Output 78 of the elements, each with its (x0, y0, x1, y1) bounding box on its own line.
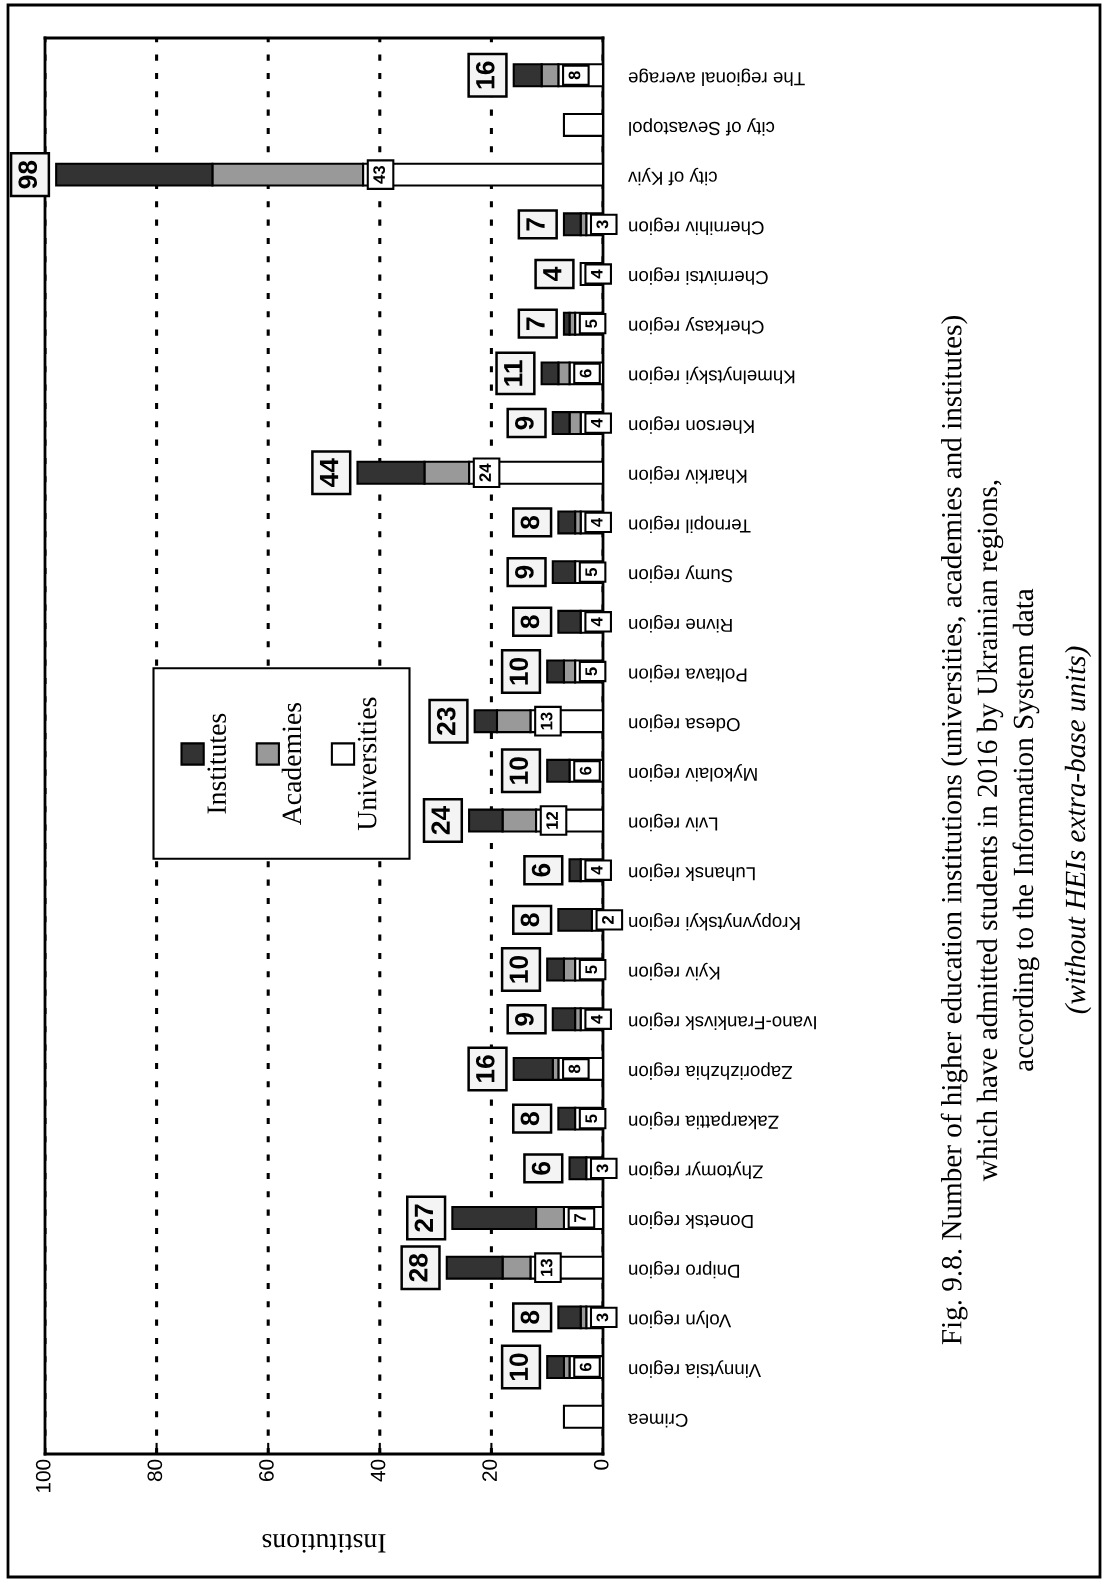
total-label: 9 (514, 416, 534, 430)
y-tick-label: Volyn region (629, 1310, 732, 1329)
total-label: 6 (531, 863, 551, 877)
x-tick-label: 60 (259, 1459, 274, 1481)
y-tick-label: Chernihiv region (629, 217, 764, 235)
total-label: 98 (18, 160, 38, 189)
data-label: 8 (568, 71, 581, 80)
y-tick-label: Crimea (628, 1413, 688, 1428)
x-tick-label: 100 (35, 1459, 51, 1493)
total-label: 16 (475, 1055, 495, 1082)
data-label: 13 (540, 1259, 553, 1276)
y-tick-label: Lviv region (629, 813, 718, 832)
legend-label: Universities (357, 697, 377, 831)
total-label: 44 (319, 458, 339, 488)
total-label: 10 (509, 1353, 529, 1381)
y-tick-label: Zakarpattia region (629, 1111, 779, 1130)
y-tick-label: Sumy region (629, 565, 733, 583)
total-label: 23 (436, 707, 456, 735)
y-tick-label: Kyiv region (629, 962, 720, 981)
y-tick-label: Luhansk region (629, 863, 755, 881)
total-label: 4 (543, 266, 562, 281)
total-label: 24 (431, 805, 450, 835)
y-tick-label: Ternopil region (629, 515, 751, 534)
total-label: 9 (514, 565, 534, 579)
y-tick-label: Zhytomyr region (629, 1161, 763, 1179)
y-tick-label: Ivano-Frankivsk region (629, 1012, 816, 1030)
total-label: 11 (504, 360, 523, 386)
total-label: 27 (414, 1204, 433, 1232)
total-label: 6 (531, 1161, 551, 1175)
y-tick-label: Odesa region (629, 714, 740, 732)
total-label: 10 (509, 657, 529, 685)
x-tick-label: 40 (370, 1459, 386, 1482)
y-tick-label: Rivne region (629, 615, 732, 633)
data-label: 2 (602, 915, 614, 924)
y-tick-label: Zaporizhzhia region (629, 1062, 793, 1080)
total-label: 10 (509, 757, 529, 784)
x-tick-label: 0 (593, 1459, 609, 1470)
data-label: 8 (568, 1064, 581, 1074)
data-label: 6 (579, 369, 592, 378)
y-tick-label: Kharkiv region (629, 465, 747, 484)
total-label: 10 (509, 955, 529, 983)
total-label: 16 (475, 61, 495, 89)
text: (without HEIs extra-base units) (1064, 646, 1092, 1014)
y-tick-label: Cherkasy region (629, 316, 764, 335)
legend-label: Academies (281, 702, 302, 826)
data-label: 6 (579, 1363, 592, 1372)
total-label: 7 (526, 317, 545, 330)
y-tick-label: The regional average (628, 68, 805, 86)
data-label: 43 (373, 165, 386, 184)
data-label: 12 (546, 811, 558, 829)
legend-label: Institutes (207, 713, 227, 814)
total-label: 8 (520, 615, 540, 629)
total-label: 8 (520, 515, 540, 529)
data-label: 13 (540, 712, 553, 730)
x-tick-label: 20 (482, 1459, 497, 1481)
total-label: 7 (526, 218, 545, 231)
y-tick-label: Khmelnytskyi region (629, 366, 795, 385)
y-tick-label: Donetsk region (629, 1211, 753, 1229)
data-label: 7 (574, 1214, 586, 1222)
total-label: 8 (520, 1310, 540, 1324)
y-tick-label: city of Sevastopol (629, 118, 775, 136)
data-label: 24 (479, 463, 491, 482)
total-label: 8 (520, 1112, 540, 1126)
y-tick-label: Dnipro region (629, 1260, 740, 1279)
data-label: 6 (579, 766, 592, 775)
y-tick-label: Poltava region (629, 664, 747, 683)
total-label: 9 (514, 1012, 534, 1026)
y-tick-label: city of Kyiv (628, 167, 717, 186)
text: Fig. 9.8. Number of higher education institutions (universities, academies and institutes) which have admitted students in 2016 by Ukrainian regions, according to the Information System data (940, 316, 1040, 1345)
x-axis-title: Institutions (262, 1533, 386, 1553)
y-tick-label: Kropyvnytskyi region (629, 913, 800, 931)
total-label: 8 (520, 913, 540, 927)
y-tick-label: Chernivtsi region (629, 267, 768, 285)
y-tick-label: Mykolaiv region (629, 764, 757, 782)
y-tick-label: Kherson region (629, 416, 754, 434)
y-tick-label: Vinnytsia region (629, 1360, 761, 1378)
x-tick-label: 80 (147, 1459, 163, 1482)
total-label: 28 (408, 1253, 428, 1282)
